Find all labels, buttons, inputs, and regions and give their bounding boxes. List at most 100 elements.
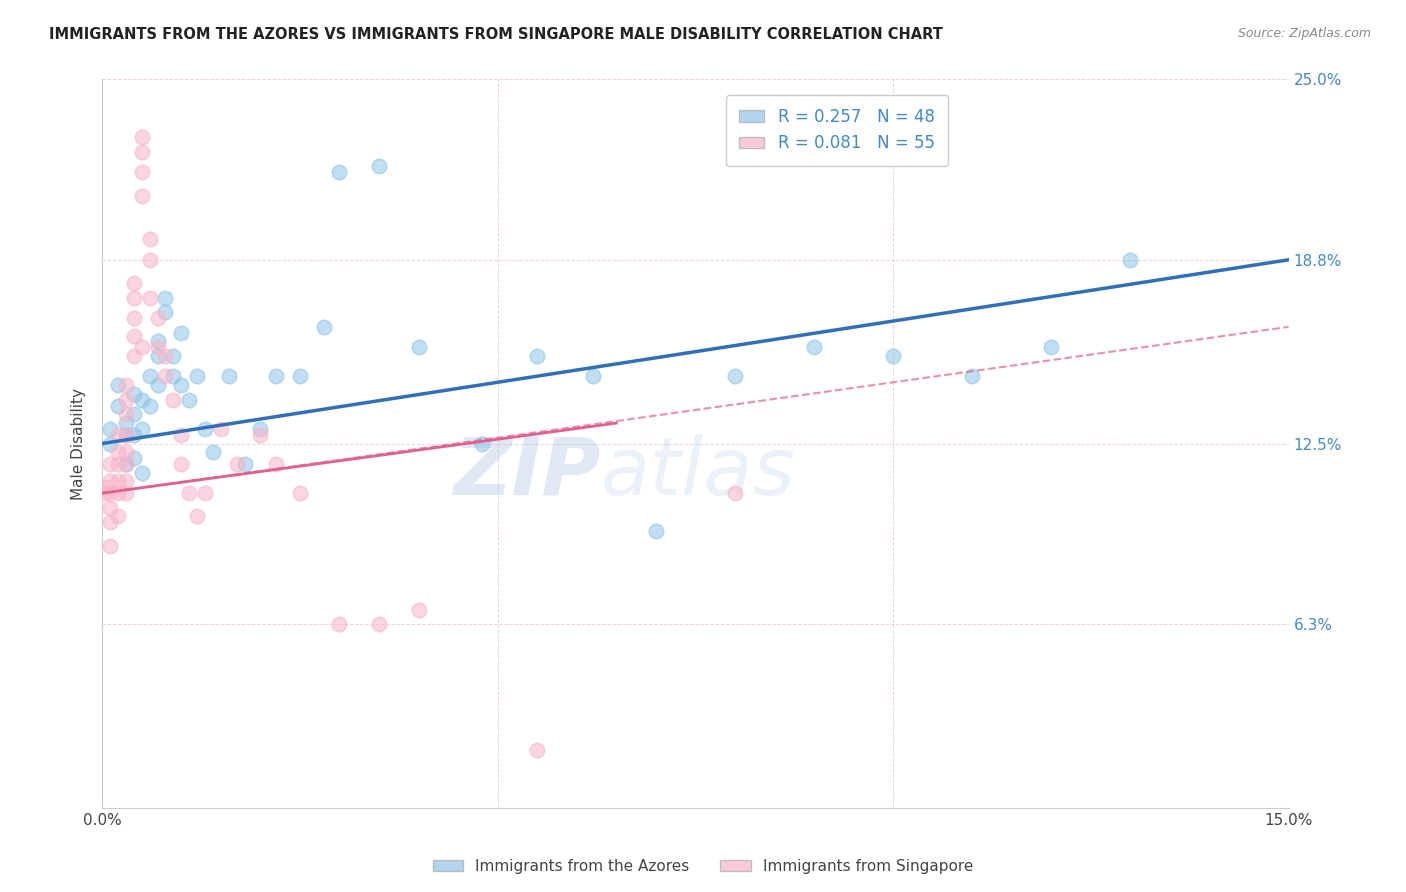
Point <box>526 349 548 363</box>
Legend: Immigrants from the Azores, Immigrants from Singapore: Immigrants from the Azores, Immigrants f… <box>426 853 980 880</box>
Point <box>471 436 494 450</box>
Point <box>138 369 160 384</box>
Point <box>138 232 160 246</box>
Point <box>146 378 169 392</box>
Point <box>115 408 138 422</box>
Point <box>131 188 153 202</box>
Point <box>98 516 121 530</box>
Point <box>179 392 201 407</box>
Point <box>115 392 138 407</box>
Point <box>138 291 160 305</box>
Point <box>107 457 129 471</box>
Point <box>122 349 145 363</box>
Point <box>107 378 129 392</box>
Point <box>107 427 129 442</box>
Point <box>138 252 160 267</box>
Point <box>107 445 129 459</box>
Point <box>107 486 129 500</box>
Point <box>131 340 153 354</box>
Point <box>107 509 129 524</box>
Point <box>122 408 145 422</box>
Point <box>146 311 169 326</box>
Point <box>122 328 145 343</box>
Point <box>155 305 177 319</box>
Point <box>96 480 118 494</box>
Text: atlas: atlas <box>600 434 796 512</box>
Point <box>115 457 138 471</box>
Point <box>131 466 153 480</box>
Point <box>131 165 153 179</box>
Point <box>803 340 825 354</box>
Point <box>408 340 430 354</box>
Text: ZIP: ZIP <box>453 434 600 512</box>
Text: IMMIGRANTS FROM THE AZORES VS IMMIGRANTS FROM SINGAPORE MALE DISABILITY CORRELAT: IMMIGRANTS FROM THE AZORES VS IMMIGRANTS… <box>49 27 943 42</box>
Point <box>194 422 217 436</box>
Point <box>233 457 256 471</box>
Point <box>186 509 208 524</box>
Point <box>122 387 145 401</box>
Point <box>115 457 138 471</box>
Point <box>146 349 169 363</box>
Point <box>122 427 145 442</box>
Point <box>264 457 287 471</box>
Point <box>122 276 145 290</box>
Point <box>115 378 138 392</box>
Point <box>368 160 391 174</box>
Y-axis label: Male Disability: Male Disability <box>72 387 86 500</box>
Point <box>115 486 138 500</box>
Point <box>98 500 121 515</box>
Point <box>98 422 121 436</box>
Point <box>122 311 145 326</box>
Point <box>368 617 391 632</box>
Point <box>131 422 153 436</box>
Point <box>225 457 247 471</box>
Point <box>98 486 121 500</box>
Point <box>249 427 271 442</box>
Point <box>328 617 350 632</box>
Point <box>93 486 115 500</box>
Point <box>162 349 184 363</box>
Point <box>115 445 138 459</box>
Point <box>146 340 169 354</box>
Point <box>644 524 666 538</box>
Point <box>882 349 904 363</box>
Point <box>312 319 335 334</box>
Point <box>249 422 271 436</box>
Point <box>146 334 169 349</box>
Point <box>138 399 160 413</box>
Point <box>162 369 184 384</box>
Point <box>115 427 138 442</box>
Point <box>170 427 193 442</box>
Point <box>107 475 129 489</box>
Point <box>170 457 193 471</box>
Point <box>115 416 138 430</box>
Point <box>131 145 153 159</box>
Point <box>98 475 121 489</box>
Point <box>98 457 121 471</box>
Legend: R = 0.257   N = 48, R = 0.081   N = 55: R = 0.257 N = 48, R = 0.081 N = 55 <box>725 95 948 166</box>
Point <box>1040 340 1063 354</box>
Point <box>1119 252 1142 267</box>
Point <box>155 369 177 384</box>
Point <box>960 369 983 384</box>
Point <box>209 422 232 436</box>
Point <box>122 291 145 305</box>
Point <box>201 445 224 459</box>
Point <box>194 486 217 500</box>
Point <box>218 369 240 384</box>
Point <box>162 392 184 407</box>
Point <box>131 130 153 145</box>
Point <box>724 486 747 500</box>
Point <box>122 451 145 466</box>
Point <box>186 369 208 384</box>
Point <box>170 326 193 340</box>
Point <box>155 291 177 305</box>
Point <box>288 486 311 500</box>
Point <box>264 369 287 384</box>
Point <box>107 399 129 413</box>
Point <box>288 369 311 384</box>
Point <box>98 539 121 553</box>
Point <box>581 369 603 384</box>
Point <box>408 603 430 617</box>
Point <box>724 369 747 384</box>
